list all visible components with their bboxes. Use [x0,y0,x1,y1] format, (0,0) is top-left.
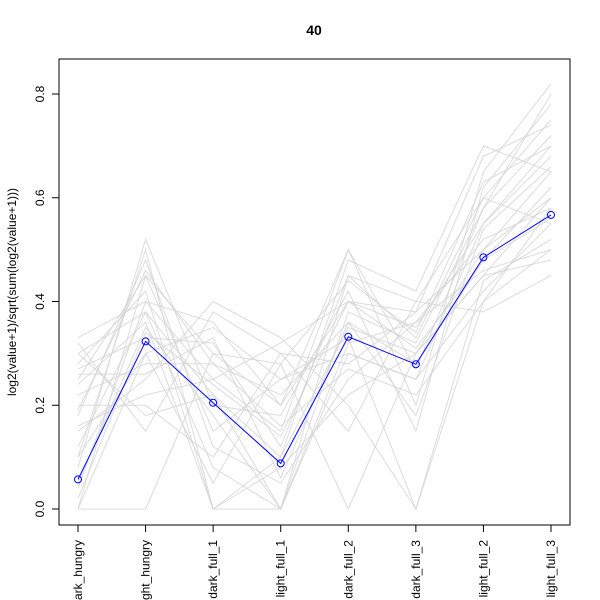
background-line [77,238,552,511]
background-line [77,223,552,510]
x-tick-label: dark_hungry [71,540,85,600]
x-tick-label: light_full_2 [476,540,490,598]
x-tick-label: light_hungry [139,540,153,600]
background-line [77,249,552,511]
data-point [344,332,353,341]
y-axis: 0.0 0.2 0.4 0.6 0.8 [33,85,60,517]
y-tick-label: 0.0 [33,500,47,517]
y-tick-label: 0.8 [33,85,47,102]
background-line [77,249,552,511]
x-tick-label: light_full_1 [274,540,288,598]
background-line [77,207,552,484]
data-point [547,210,555,219]
x-tick-label: dark_full_3 [409,540,423,599]
x-axis: dark_hungry light_hungry dark_full_1 light_… [71,524,558,600]
data-point [479,253,488,262]
data-point [141,337,150,346]
y-axis-label: log2(value+1)/sqrt(sum(log2(value+1))) [5,188,19,396]
background-line [77,119,552,510]
data-point [209,398,218,407]
y-tick-label: 0.2 [33,397,47,414]
background-line [77,145,552,485]
x-tick-label: dark_full_2 [341,540,355,599]
background-line [78,259,552,511]
background-line [77,83,552,433]
chart-title: 40 [306,22,322,38]
x-tick-label: dark_full_1 [206,540,220,599]
x-tick-label: light_full_3 [544,540,558,598]
data-point [411,360,420,369]
y-tick-label: 0.6 [33,189,47,206]
background-line [77,275,552,433]
background-lines [77,83,552,511]
data-point [276,459,285,468]
background-line [77,104,552,468]
highlight-series [74,210,555,484]
background-line [77,197,552,510]
y-tick-label: 0.4 [33,293,47,310]
series-line [77,214,552,480]
data-point [74,475,82,484]
background-line [77,197,552,448]
background-line [77,93,552,489]
background-line [77,207,552,427]
background-line [77,135,552,511]
